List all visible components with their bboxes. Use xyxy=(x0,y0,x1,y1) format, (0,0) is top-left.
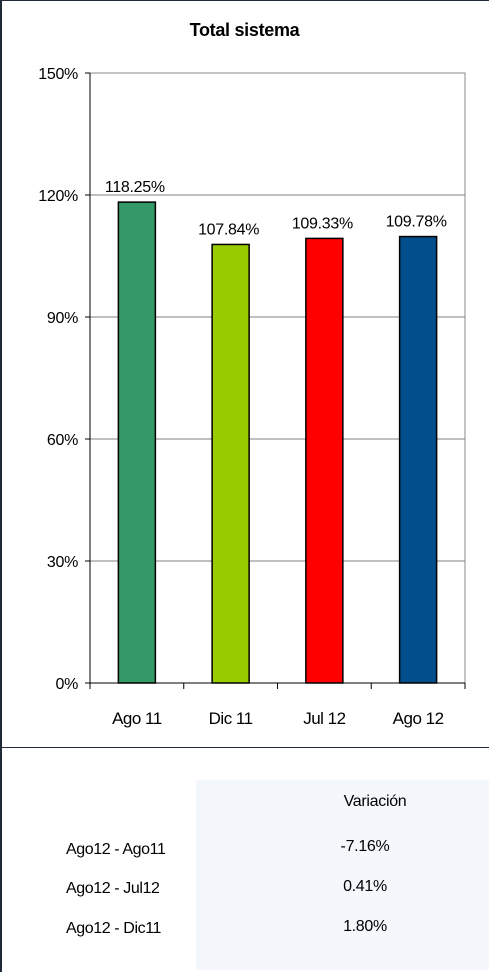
table-row-value-2: 0.41% xyxy=(343,878,387,895)
data-label: 107.84% xyxy=(198,221,259,238)
x-tick-label: Jul 12 xyxy=(303,709,345,728)
data-label: 118.25% xyxy=(105,179,165,196)
x-tick-label: Dic 11 xyxy=(209,709,253,728)
bar xyxy=(305,237,344,684)
y-tick-label: 0% xyxy=(55,676,78,693)
y-tick-label: 150% xyxy=(38,66,78,83)
y-tick-label: 60% xyxy=(47,432,78,449)
x-tick-label: Ago 12 xyxy=(393,709,444,728)
y-tick-label: 30% xyxy=(47,554,78,571)
y-tick-label: 90% xyxy=(47,310,78,327)
bar-chart: 0% 30% 60% 90% 120% 150% 118.25% Ago 11 107.84% D… xyxy=(38,66,466,728)
table-row-label-3: Ago12 - Dic11 xyxy=(66,920,162,937)
bar xyxy=(117,201,157,684)
x-tick-label: Ago 11 xyxy=(112,709,162,728)
table-row-value-1: -7.16% xyxy=(340,838,390,855)
table-row-value-3: 1.80% xyxy=(343,918,387,935)
data-label: 109.78% xyxy=(386,214,447,231)
variation-table-shade xyxy=(196,780,489,970)
table-row-label-2: Ago12 - Jul12 xyxy=(66,880,160,897)
variation-column-header: Variación xyxy=(343,793,407,810)
data-label: 109.33% xyxy=(292,215,353,232)
bar xyxy=(211,243,250,684)
y-tick-label: 120% xyxy=(38,188,78,205)
section-divider xyxy=(0,747,489,748)
table-row-label-1: Ago12 - Ago11 xyxy=(66,841,166,858)
chart-title: Total sistema xyxy=(189,20,300,40)
bar xyxy=(398,235,438,684)
